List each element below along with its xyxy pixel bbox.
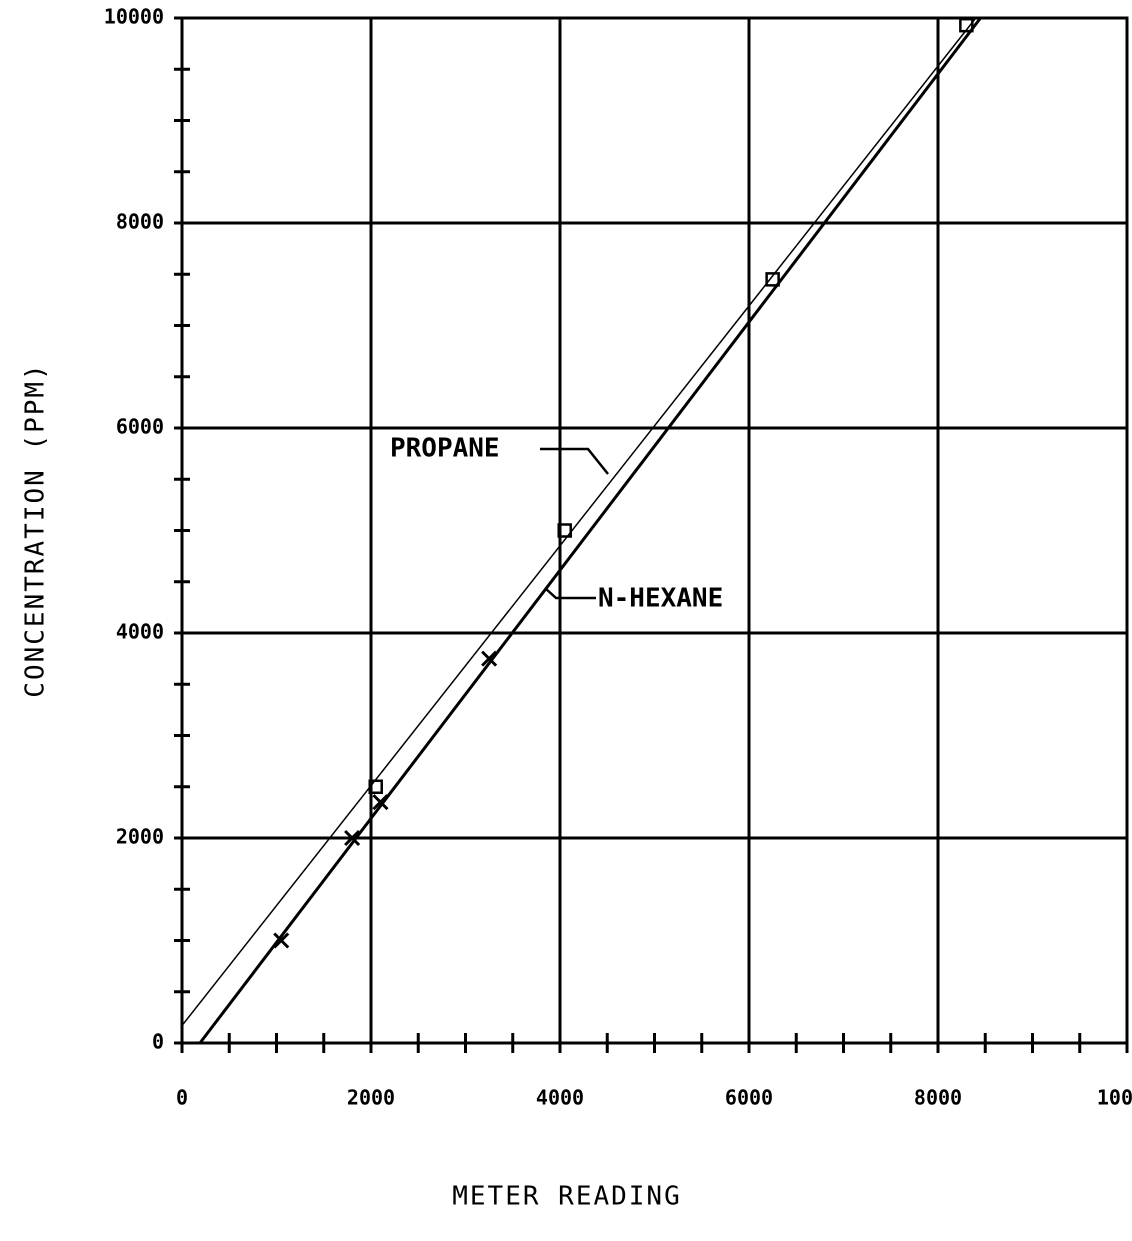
x-tick-label: 6000: [725, 1086, 773, 1110]
y-axis-label: CONCENTRATION (PPM): [21, 362, 51, 697]
x-marker: [481, 650, 498, 667]
square-marker: [557, 523, 572, 538]
propane-arrow: [540, 447, 609, 475]
y-tick-label: 10000: [104, 5, 164, 29]
hexane-label: N-HEXANE: [598, 584, 723, 614]
hexane-arrow: [544, 587, 596, 600]
square-marker: [765, 272, 780, 287]
x-tick-label: 8000: [914, 1086, 962, 1110]
square-marker: [368, 779, 383, 794]
x-marker: [372, 794, 389, 811]
y-tick-label: 2000: [116, 825, 164, 849]
plot-frame: [180, 16, 1129, 1045]
fit-line: [198, 17, 982, 1044]
propane-label: PROPANE: [390, 434, 500, 464]
x-tick-label: 2000: [347, 1086, 395, 1110]
fit-line: [181, 17, 977, 1027]
x-axis-label: METER READING: [452, 1182, 682, 1212]
y-tick-label: 6000: [116, 415, 164, 439]
annotation-arrows: [540, 447, 609, 600]
y-tick-label: 4000: [116, 620, 164, 644]
y-tick-label: 0: [152, 1030, 164, 1054]
x-marker: [344, 829, 361, 847]
x-tick-label: 0: [176, 1086, 188, 1110]
square-marker: [959, 17, 974, 33]
x-tick-label: 4000: [536, 1086, 584, 1110]
x-tick-label: 10000: [1097, 1086, 1132, 1110]
y-tick-label: 8000: [116, 210, 164, 234]
x-marker: [273, 932, 290, 949]
